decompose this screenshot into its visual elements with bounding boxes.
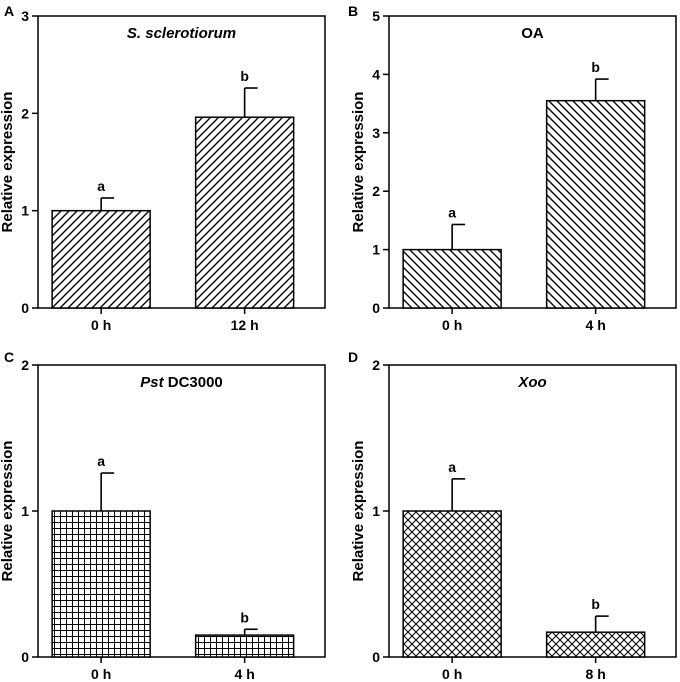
- panel-c-bar-0: [51, 510, 151, 658]
- panel-a-xtick-label-1: 12 h: [231, 317, 259, 333]
- panel-a-ylabel: Relative expression: [0, 92, 16, 233]
- panel-c-bar-1: [194, 634, 295, 658]
- panel-a-ytick-label-1: 1: [21, 203, 29, 219]
- panel-a-letter: A: [4, 3, 14, 19]
- panel-c-ytick-label-1: 1: [21, 503, 29, 519]
- panel-d-bar-0: [402, 510, 502, 658]
- panel-b-ytick-label-0: 0: [372, 300, 380, 316]
- panel-c-ylabel: Relative expression: [0, 441, 16, 582]
- panel-b-frame: [388, 15, 677, 309]
- panel-d-ylabel: Relative expression: [350, 441, 367, 582]
- panel-d-ytick-label-0: 0: [372, 649, 380, 665]
- panel-b-bar-1: [545, 99, 646, 309]
- panel-c-letter: C: [4, 349, 14, 365]
- panel-d-title: Xoo: [517, 374, 546, 391]
- panel-c-sig-letter-1: b: [240, 609, 249, 625]
- panel-d-sig-letter-0: a: [448, 459, 456, 475]
- panel-b-ytick-label-5: 5: [372, 8, 380, 24]
- panel-b-bar-0: [402, 248, 502, 309]
- panel-a-title: S. sclerotiorum: [127, 25, 236, 42]
- panel-a-sig-letter-0: a: [97, 178, 105, 194]
- panel-d-ytick-label-2: 2: [372, 357, 380, 373]
- panel-b-letter: B: [348, 3, 358, 19]
- panel-a-ytick-label-0: 0: [21, 300, 29, 316]
- panel-a-bar-0: [51, 209, 151, 309]
- panel-b-sig-letter-1: b: [591, 59, 600, 75]
- panel-b-xtick-label-0: 0 h: [442, 317, 462, 333]
- panel-c-xtick-label-0: 0 h: [91, 666, 111, 682]
- panel-b-title: OA: [521, 25, 544, 42]
- panel-b-ylabel: Relative expression: [350, 92, 367, 233]
- panel-d-xtick-label-1: 8 h: [586, 666, 606, 682]
- panel-c-ytick-label-0: 0: [21, 649, 29, 665]
- panel-d-letter: D: [348, 349, 358, 365]
- panel-a-ytick-label-3: 3: [21, 8, 29, 24]
- panel-a-frame: [37, 15, 326, 309]
- panel-a-bar-1: [194, 116, 295, 309]
- panel-d-sig-letter-1: b: [591, 596, 600, 612]
- panel-d-xtick-label-0: 0 h: [442, 666, 462, 682]
- panel-c-sig-letter-0: a: [97, 453, 105, 469]
- panel-b-sig-letter-0: a: [448, 204, 456, 220]
- panel-b-ytick-label-1: 1: [372, 242, 380, 258]
- panel-a-ytick-label-2: 2: [21, 105, 29, 121]
- panel-c-title: Pst DC3000: [140, 374, 223, 391]
- panel-b-ytick-label-4: 4: [372, 66, 380, 82]
- panel-c-xtick-label-1: 4 h: [235, 666, 255, 682]
- panel-c-ytick-label-2: 2: [21, 357, 29, 373]
- panel-d-ytick-label-1: 1: [372, 503, 380, 519]
- panel-b-ytick-label-3: 3: [372, 125, 380, 141]
- panel-b-ytick-label-2: 2: [372, 183, 380, 199]
- panel-d-bar-1: [545, 631, 646, 658]
- panel-a-sig-letter-1: b: [240, 68, 249, 84]
- panel-a-xtick-label-0: 0 h: [91, 317, 111, 333]
- panel-b-xtick-label-1: 4 h: [586, 317, 606, 333]
